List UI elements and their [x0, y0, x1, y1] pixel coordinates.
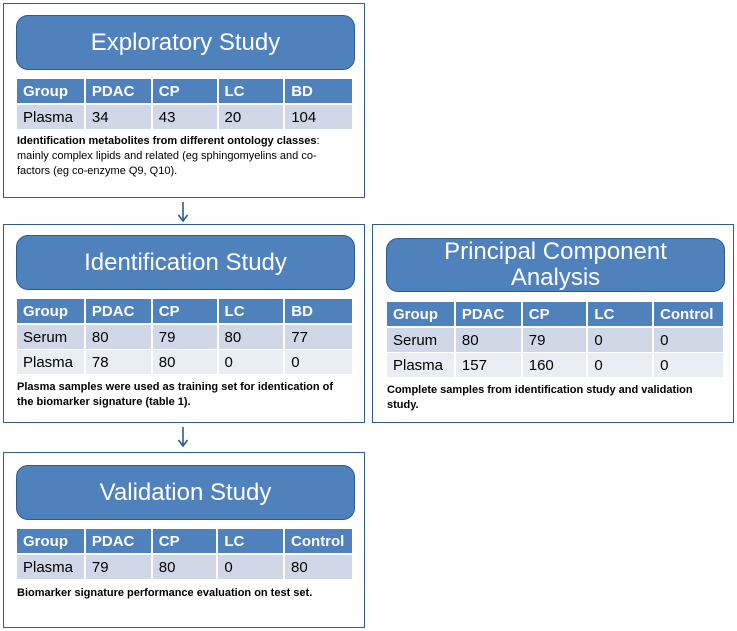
header-cell: BD: [284, 79, 354, 105]
table-cell: 80: [84, 324, 153, 350]
table-cell: 80: [454, 327, 523, 353]
validation-note: Biomarker signature performance evaluati…: [17, 587, 313, 599]
table-cell: 79: [151, 324, 219, 350]
table-header-row: Group PDAC CP LC BD: [17, 299, 354, 325]
exploratory-note-bold: Identification metabolites from differen…: [17, 135, 317, 147]
header-cell: CP: [521, 302, 589, 328]
pca-title-line2: Analysis: [510, 264, 601, 291]
table-cell: Serum: [387, 327, 456, 353]
exploratory-study-title: Exploratory Study: [16, 15, 355, 70]
table-header-row: Group PDAC CP LC Control: [17, 529, 354, 555]
table-row: Serum 80 79 80 77: [17, 324, 354, 350]
table-cell: Plasma: [17, 104, 86, 130]
table-cell: 157: [454, 352, 523, 378]
header-cell: CP: [151, 529, 219, 555]
table-cell: 79: [521, 327, 589, 353]
header-cell: Group: [17, 299, 86, 325]
header-cell: BD: [284, 299, 354, 325]
identification-table: Group PDAC CP LC BD Serum 80 79 80 77 Pl…: [17, 299, 354, 375]
exploratory-note: Identification metabolites from differen…: [17, 134, 347, 179]
table-cell: 0: [653, 352, 725, 378]
header-cell: LC: [217, 529, 286, 555]
table-cell: 0: [217, 349, 286, 375]
validation-table: Group PDAC CP LC Control Plasma 79 80 0 …: [17, 529, 354, 580]
down-arrow-icon: [177, 427, 189, 448]
header-cell: PDAC: [454, 302, 523, 328]
pca-table: Group PDAC CP LC Control Serum 80 79 0 0…: [387, 302, 725, 378]
table-header-row: Group PDAC CP LC BD: [17, 79, 354, 105]
table-cell: 80: [284, 554, 354, 580]
pca-note: Complete samples from identification stu…: [387, 384, 693, 411]
header-cell: CP: [151, 299, 219, 325]
table-cell: 0: [284, 349, 354, 375]
header-cell: Control: [284, 529, 354, 555]
identification-note: Plasma samples were used as training set…: [17, 381, 334, 408]
table-cell: Plasma: [17, 554, 86, 580]
table-cell: Plasma: [387, 352, 456, 378]
table-cell: 77: [284, 324, 354, 350]
header-cell: Group: [387, 302, 456, 328]
table-row: Plasma 34 43 20 104: [17, 104, 354, 130]
header-cell: Group: [17, 79, 86, 105]
table-cell: Serum: [17, 324, 86, 350]
header-cell: PDAC: [84, 529, 153, 555]
exploratory-note-text: : mainly complex lipids and related (eg …: [17, 135, 320, 177]
header-cell: Group: [17, 529, 86, 555]
header-cell: CP: [151, 79, 219, 105]
validation-study-title: Validation Study: [16, 465, 355, 520]
table-cell: 79: [84, 554, 153, 580]
header-cell: PDAC: [84, 299, 153, 325]
table-cell: 80: [151, 349, 219, 375]
pca-title: Principal Component Analysis: [386, 238, 725, 292]
table-row: Plasma 79 80 0 80: [17, 554, 354, 580]
table-cell: 0: [587, 327, 655, 353]
down-arrow-icon: [177, 202, 189, 223]
header-cell: LC: [217, 299, 286, 325]
identification-study-title: Identification Study: [16, 235, 355, 290]
table-cell: 80: [217, 324, 286, 350]
table-cell: 80: [151, 554, 219, 580]
table-row: Serum 80 79 0 0: [387, 327, 725, 353]
pca-title-line1: Principal Component: [444, 238, 667, 265]
table-cell: Plasma: [17, 349, 86, 375]
table-cell: 0: [587, 352, 655, 378]
table-cell: 78: [84, 349, 153, 375]
table-row: Plasma 78 80 0 0: [17, 349, 354, 375]
header-cell: LC: [587, 302, 655, 328]
header-cell: Control: [653, 302, 725, 328]
table-header-row: Group PDAC CP LC Control: [387, 302, 725, 328]
table-cell: 160: [521, 352, 589, 378]
table-cell: 0: [217, 554, 286, 580]
table-cell: 0: [653, 327, 725, 353]
table-row: Plasma 157 160 0 0: [387, 352, 725, 378]
table-cell: 43: [151, 104, 219, 130]
table-cell: 20: [217, 104, 286, 130]
exploratory-table: Group PDAC CP LC BD Plasma 34 43 20 104: [17, 79, 354, 130]
table-cell: 34: [84, 104, 153, 130]
table-cell: 104: [284, 104, 354, 130]
header-cell: PDAC: [84, 79, 153, 105]
header-cell: LC: [217, 79, 286, 105]
